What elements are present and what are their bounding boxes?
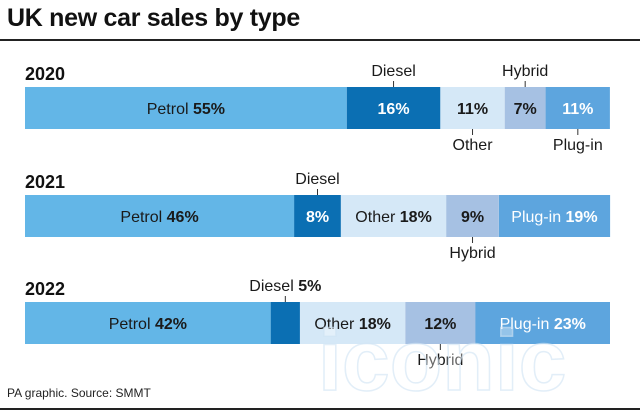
source-note: PA graphic. Source: SMMT [7,386,151,400]
segment-name: Hybrid [502,63,548,80]
segment-value: 7% [514,101,537,118]
segment-name: Diesel [371,63,415,80]
bar-segment-plug-in [545,87,610,129]
bar-segment-diesel [294,195,341,237]
year-label: 2020 [25,64,65,84]
bar-segment-other [340,195,447,237]
segment-name: Hybrid [417,352,463,369]
page-title: UK new car sales by type [7,4,300,32]
bar-segment-petrol [25,195,295,237]
segment-name: Other [453,137,494,154]
iconic-watermark: iconic [318,318,567,408]
year-label: 2021 [25,172,65,192]
bar-segment-hybrid [504,87,546,129]
segment-value: 8% [306,209,329,226]
bar-segment-petrol [25,302,271,344]
segment-label: Diesel 5% [249,278,321,295]
bar-segment-diesel [270,302,300,344]
segment-label: Petrol 42% [109,316,187,333]
bar-segment-petrol [25,87,347,129]
segment-label: Other 18% [314,316,391,333]
segment-label: Other 18% [355,209,432,226]
segment-name: Plug-in [553,137,603,154]
segment-value: 11% [562,101,593,118]
bar-segment-plug-in [498,195,611,237]
segment-label: Petrol 55% [147,101,225,118]
bar-segment-hybrid [446,195,499,237]
segment-value: 12% [424,316,456,333]
bar-segment-diesel [346,87,441,129]
segment-value: 16% [378,101,410,118]
segment-label: Plug-in 19% [511,209,597,226]
bar-segment-hybrid [405,302,476,344]
segment-name: Diesel [295,171,339,188]
watermark-text: iconic [318,318,567,408]
title-divider [0,39,640,41]
segment-value: 9% [461,209,484,226]
segment-name: Hybrid [449,245,495,262]
segment-value: 11% [457,101,488,118]
bar-segment-plug-in [475,302,610,344]
bar-segment-other [299,302,406,344]
segment-label: Plug-in 23% [500,316,586,333]
bottom-divider [0,408,640,410]
year-label: 2022 [25,279,65,299]
segment-label: Petrol 46% [120,209,198,226]
bar-segment-other [440,87,505,129]
